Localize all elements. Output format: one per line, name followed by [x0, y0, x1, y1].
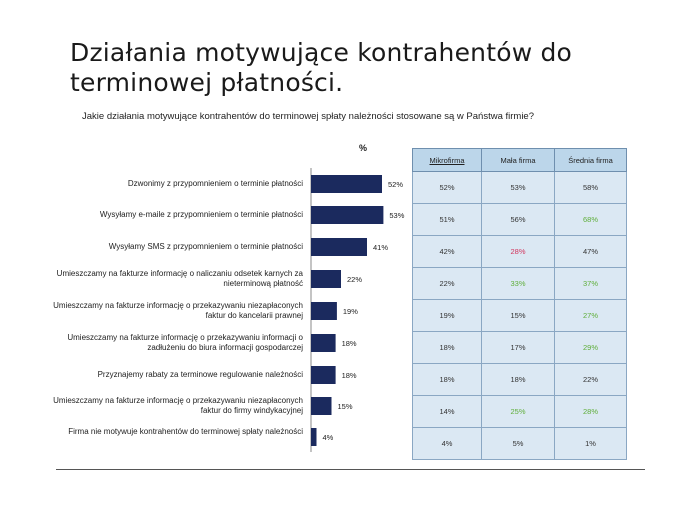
bar: [311, 270, 341, 288]
table-cell: 1%: [554, 427, 627, 460]
bar: [311, 397, 332, 415]
table-row: 4% 5% 1%: [412, 427, 627, 460]
survey-question: Jakie działania motywujące kontrahentów …: [82, 111, 535, 122]
bar-value-label: 19%: [343, 307, 358, 316]
table-row: 19% 15% 27%: [412, 299, 627, 332]
table-cell: 5%: [481, 427, 555, 460]
table-cell: 52%: [412, 171, 482, 204]
category-label: Firma nie motywuje kontrahentów do termi…: [68, 427, 303, 436]
table-cell: 33%: [481, 267, 555, 300]
table-cell: 19%: [412, 299, 482, 332]
bar-value-label: 52%: [388, 180, 403, 189]
table-cell: 28%: [481, 235, 555, 268]
company-size-table: Mikrofirma Mała firma Średnia firma 52% 5…: [412, 148, 627, 460]
category-label: Umieszczamy na fakturze informację o prz…: [53, 396, 303, 415]
table-cell: 47%: [554, 235, 627, 268]
table-cell: 51%: [412, 203, 482, 236]
category-label: Umieszczamy na fakturze informację o nal…: [56, 269, 303, 288]
table-header-cell: Mała firma: [481, 148, 555, 172]
table-cell: 18%: [412, 331, 482, 364]
table-cell: 29%: [554, 331, 627, 364]
table-row: 18% 18% 22%: [412, 363, 627, 396]
value-axis-label: %: [359, 143, 368, 153]
table-cell: 58%: [554, 171, 627, 204]
bar-value-label: 41%: [373, 243, 388, 252]
table-cell: 37%: [554, 267, 627, 300]
bottom-divider: [56, 469, 645, 470]
bar-value-label: 15%: [338, 402, 353, 411]
category-label: Wysyłamy e-maile z przypomnieniem o term…: [99, 210, 303, 219]
table-cell: 25%: [481, 395, 555, 428]
table-row: 51% 56% 68%: [412, 203, 627, 236]
table-cell: 27%: [554, 299, 627, 332]
bar-value-label: 22%: [347, 275, 362, 284]
table-cell: 28%: [554, 395, 627, 428]
table-cell: 4%: [412, 427, 482, 460]
slide-title-line-1: Działania motywujące kontrahentów do: [70, 38, 573, 67]
bar: [311, 302, 337, 320]
category-label: Umieszczamy na fakturze informację o prz…: [53, 301, 303, 320]
category-label: Dzwonimy z przypomnieniem o terminie pła…: [127, 179, 303, 188]
bar-value-label: 18%: [342, 339, 357, 348]
category-label: Umieszczamy na fakturze informację o prz…: [67, 333, 303, 352]
slide-title-line-2: terminowej płatności.: [70, 68, 344, 97]
bar: [311, 334, 336, 352]
table-row: 52% 53% 58%: [412, 171, 627, 204]
table-row: 14% 25% 28%: [412, 395, 627, 428]
table-row: 18% 17% 29%: [412, 331, 627, 364]
slide-title: Działania motywujące kontrahentów do ter…: [70, 38, 670, 98]
table-cell: 22%: [554, 363, 627, 396]
bar: [311, 428, 317, 446]
table-row: 42% 28% 47%: [412, 235, 627, 268]
table-header-cell: Mikrofirma: [412, 148, 482, 172]
bar: [311, 366, 336, 384]
table-cell: 56%: [481, 203, 555, 236]
bar: [311, 175, 382, 193]
category-label: Przyznajemy rabaty za terminowe regulowa…: [97, 370, 303, 379]
table-body: 52% 53% 58% 51% 56% 68% 42% 28% 47% 22% 33% 37% 19% 1…: [412, 171, 627, 460]
table-cell: 15%: [481, 299, 555, 332]
bar: [311, 206, 384, 224]
bar-value-label: 18%: [342, 371, 357, 380]
table-cell: 42%: [412, 235, 482, 268]
bar: [311, 238, 367, 256]
category-label: Wysyłamy SMS z przypomnieniem o terminie…: [108, 242, 303, 251]
table-cell: 22%: [412, 267, 482, 300]
table-cell: 17%: [481, 331, 555, 364]
table-cell: 14%: [412, 395, 482, 428]
table-row: 22% 33% 37%: [412, 267, 627, 300]
bar-value-label: 4%: [323, 433, 334, 442]
table-header-cell: Średnia firma: [554, 148, 627, 172]
table-cell: 68%: [554, 203, 627, 236]
bar-value-label: 53%: [389, 211, 404, 220]
table-cell: 53%: [481, 171, 555, 204]
header-micro: Mikrofirma: [429, 155, 465, 165]
table-cell: 18%: [412, 363, 482, 396]
table-header-row: Mikrofirma Mała firma Średnia firma: [412, 148, 627, 172]
table-cell: 18%: [481, 363, 555, 396]
